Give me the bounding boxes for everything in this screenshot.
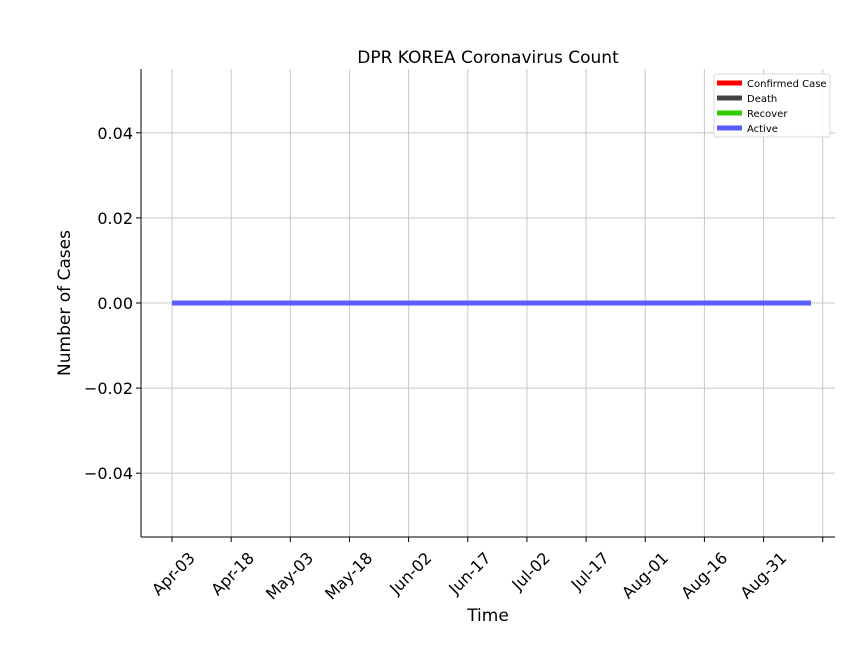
y-tick-label: −0.02	[84, 379, 133, 398]
legend-label: Death	[747, 94, 777, 105]
legend-box	[713, 73, 831, 138]
x-tick-label: Jun-02	[385, 548, 435, 598]
x-tick-label: Jul-02	[507, 548, 553, 594]
x-tick-label: Aug-16	[677, 548, 731, 602]
x-tick-label: Aug-01	[618, 548, 672, 602]
legend-label: Active	[747, 124, 778, 135]
x-tick-label: May-18	[321, 548, 376, 603]
y-tick-label: −0.04	[84, 464, 133, 483]
y-tick-label: 0.02	[97, 209, 133, 228]
x-tick-label: May-03	[262, 548, 317, 603]
legend-label: Recover	[747, 109, 788, 120]
x-axis-label: Time	[466, 606, 509, 626]
y-tick-label: 0.00	[97, 294, 133, 313]
ticks: Apr-03 Apr-18 May-03 May-18 Jun-02 Jun-17 Jul-…	[84, 124, 824, 604]
legend: Confirmed Case Death Recover Active	[713, 73, 831, 138]
x-tick-label: Apr-18	[207, 548, 258, 599]
y-tick-label: 0.04	[97, 124, 133, 143]
y-axis-label: Number of Cases	[55, 230, 75, 376]
x-tick-label: Aug-31	[736, 548, 790, 602]
legend-label: Confirmed Case	[747, 79, 827, 90]
x-tick-label: Jun-17	[444, 548, 494, 598]
x-tick-label: Apr-03	[148, 548, 199, 599]
x-tick-label: Jul-17	[567, 548, 613, 594]
chart-title: DPR KOREA Coronavirus Count	[357, 48, 619, 68]
